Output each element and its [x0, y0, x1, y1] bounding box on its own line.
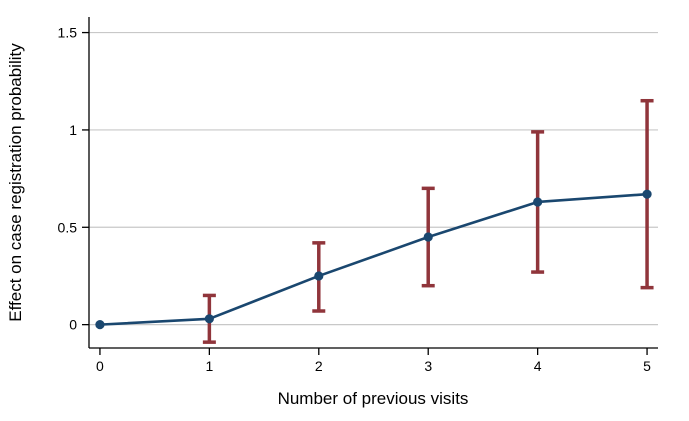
- data-point: [314, 271, 324, 281]
- x-axis-label: Number of previous visits: [278, 389, 469, 408]
- data-point: [533, 197, 543, 207]
- x-tick-label: 0: [96, 358, 104, 374]
- y-tick-label: 1.5: [58, 25, 78, 41]
- x-tick-label: 1: [205, 358, 213, 374]
- data-point: [642, 189, 652, 199]
- x-axis: 0 1 2 3 4 5: [89, 347, 658, 374]
- data-point: [95, 320, 105, 330]
- x-tick-label: 5: [643, 358, 651, 374]
- y-axis-label: Effect on case registration probability: [6, 43, 25, 322]
- x-tick-label: 3: [424, 358, 432, 374]
- error-bars: [202, 98, 654, 344]
- data-point: [423, 232, 433, 242]
- data-point: [204, 314, 214, 324]
- series-line: [98, 192, 649, 326]
- series-polyline: [98, 192, 649, 326]
- y-gridlines: [89, 31, 658, 326]
- y-tick-label: 0: [69, 317, 77, 333]
- x-tick-label: 4: [534, 358, 542, 374]
- y-axis: 0 0.5 1 1.5: [58, 17, 90, 348]
- y-tick-label: 0.5: [58, 219, 78, 235]
- y-tick-label: 1: [69, 122, 77, 138]
- x-tick-label: 2: [315, 358, 323, 374]
- data-points: [95, 189, 652, 330]
